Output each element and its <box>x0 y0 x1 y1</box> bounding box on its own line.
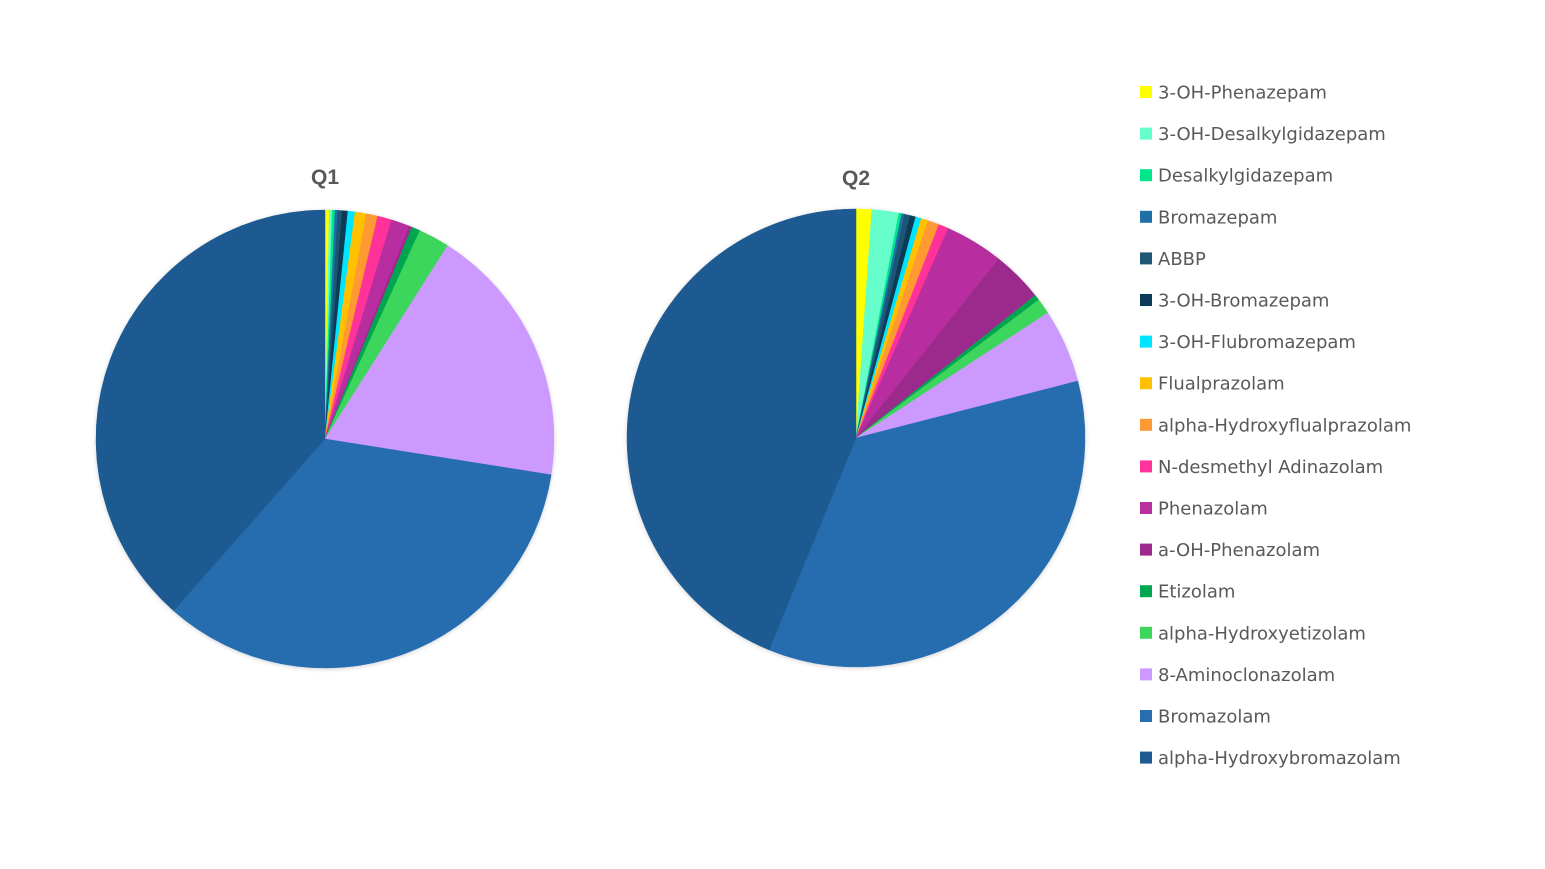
legend-swatch-abbp <box>1140 252 1152 265</box>
legend-swatch-alpha-hydroxyflualprazolam <box>1140 418 1152 431</box>
legend-label-n-desmethyl-adinazolam: N-desmethyl Adinazolam <box>1158 457 1383 478</box>
legend-swatch-bromazepam <box>1140 210 1152 223</box>
legend-label-3-oh-phenazepam: 3-OH-Phenazepam <box>1158 83 1327 104</box>
pie-slice-q2-bromazolam <box>768 380 1086 668</box>
legend-item-alpha-hydroxyflualprazolam: alpha-Hydroxyflualprazolam <box>1140 415 1411 436</box>
legend-item-3-oh-flubromazepam: 3-OH-Flubromazepam <box>1140 332 1356 353</box>
legend-swatch-a-oh-phenazolam <box>1140 543 1152 556</box>
legend-item-bromazolam: Bromazolam <box>1140 707 1271 728</box>
legend-item-alpha-hydroxyetizolam: alpha-Hydroxyetizolam <box>1140 623 1366 644</box>
legend-label-abbp: ABBP <box>1158 249 1206 270</box>
legend-item-n-desmethyl-adinazolam: N-desmethyl Adinazolam <box>1140 457 1383 478</box>
legend-swatch-3-oh-bromazepam <box>1140 294 1152 306</box>
legend-label-3-oh-bromazepam: 3-OH-Bromazepam <box>1158 291 1329 312</box>
pie-q2 <box>626 208 1086 668</box>
legend-item-3-oh-bromazepam: 3-OH-Bromazepam <box>1140 291 1329 312</box>
legend-label-a-oh-phenazolam: a-OH-Phenazolam <box>1158 540 1320 561</box>
legend-item-flualprazolam: Flualprazolam <box>1140 374 1285 395</box>
pie-q1 <box>95 209 555 669</box>
legend-label-alpha-hydroxybromazolam: alpha-Hydroxybromazolam <box>1158 748 1401 769</box>
legend: 3-OH-Phenazepam 3-OH-Desalkylgidazepam Des… <box>1140 83 1411 769</box>
legend-swatch-8-aminoclonazolam <box>1140 668 1152 681</box>
legend-swatch-desalkylgidazepam <box>1140 169 1152 182</box>
legend-swatch-alpha-hydroxybromazolam <box>1140 751 1152 764</box>
legend-item-etizolam: Etizolam <box>1140 582 1235 603</box>
legend-item-phenazolam: Phenazolam <box>1140 499 1268 520</box>
legend-label-etizolam: Etizolam <box>1158 582 1235 603</box>
pie-slice-q1-alpha-hydroxybromazolam <box>95 209 326 612</box>
legend-label-phenazolam: Phenazolam <box>1158 499 1268 520</box>
legend-swatch-3-oh-flubromazepam <box>1140 335 1152 348</box>
legend-label-3-oh-desalkylgidazepam: 3-OH-Desalkylgidazepam <box>1158 124 1386 145</box>
legend-item-abbp: ABBP <box>1140 249 1206 270</box>
legend-swatch-3-oh-phenazepam <box>1140 86 1152 98</box>
pie-title-q1: Q1 <box>311 166 339 189</box>
pies: Q1 Q2 <box>95 166 1086 669</box>
legend-item-8-aminoclonazolam: 8-Aminoclonazolam <box>1140 665 1335 686</box>
legend-swatch-flualprazolam <box>1140 377 1152 390</box>
legend-item-bromazepam: Bromazepam <box>1140 207 1277 228</box>
legend-label-bromazepam: Bromazepam <box>1158 207 1277 228</box>
legend-label-flualprazolam: Flualprazolam <box>1158 374 1285 395</box>
legend-item-3-oh-phenazepam: 3-OH-Phenazepam <box>1140 83 1327 104</box>
legend-item-alpha-hydroxybromazolam: alpha-Hydroxybromazolam <box>1140 748 1401 769</box>
legend-swatch-bromazolam <box>1140 710 1152 722</box>
legend-label-alpha-hydroxyetizolam: alpha-Hydroxyetizolam <box>1158 623 1366 644</box>
pie-slice-q1-8-aminoclonazolam <box>324 245 555 476</box>
legend-swatch-n-desmethyl-adinazolam <box>1140 460 1152 473</box>
pie-slice-q2-alpha-hydroxybromazolam <box>626 208 857 651</box>
legend-swatch-etizolam <box>1140 585 1152 598</box>
legend-label-3-oh-flubromazepam: 3-OH-Flubromazepam <box>1158 332 1356 353</box>
legend-swatch-alpha-hydroxyetizolam <box>1140 626 1152 639</box>
legend-label-alpha-hydroxyflualprazolam: alpha-Hydroxyflualprazolam <box>1158 415 1411 436</box>
legend-label-bromazolam: Bromazolam <box>1158 707 1271 728</box>
legend-label-8-aminoclonazolam: 8-Aminoclonazolam <box>1158 665 1335 686</box>
legend-item-a-oh-phenazolam: a-OH-Phenazolam <box>1140 540 1320 561</box>
legend-item-3-oh-desalkylgidazepam: 3-OH-Desalkylgidazepam <box>1140 124 1386 145</box>
pie-slice-q1-bromazolam <box>173 438 552 669</box>
legend-item-desalkylgidazepam: Desalkylgidazepam <box>1140 166 1333 187</box>
legend-swatch-3-oh-desalkylgidazepam <box>1140 127 1152 140</box>
legend-label-desalkylgidazepam: Desalkylgidazepam <box>1158 166 1333 187</box>
pie-title-q2: Q2 <box>842 167 870 190</box>
legend-swatch-phenazolam <box>1140 502 1152 514</box>
